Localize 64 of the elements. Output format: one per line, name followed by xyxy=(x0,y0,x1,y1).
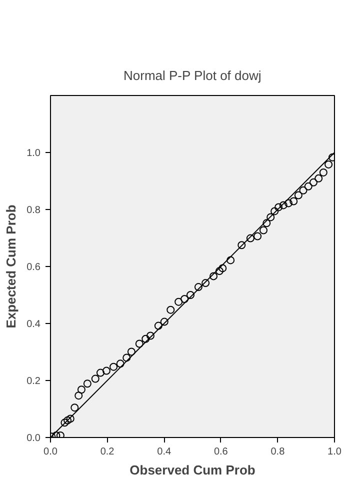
x-tick-label: 0.2 xyxy=(100,446,115,458)
point xyxy=(194,283,202,292)
point xyxy=(52,432,60,438)
point xyxy=(135,340,144,348)
point xyxy=(174,298,183,306)
point xyxy=(116,360,124,368)
point xyxy=(96,368,104,377)
point xyxy=(127,348,136,356)
x-tick-label: 0.6 xyxy=(214,446,228,458)
point xyxy=(284,199,292,208)
point xyxy=(110,362,118,371)
point xyxy=(83,380,92,388)
y-axis-title: Expected Cum Prob xyxy=(4,204,19,328)
y-tick-label: 0.6 xyxy=(26,262,41,273)
point xyxy=(154,322,162,330)
point xyxy=(304,182,312,190)
point xyxy=(218,264,227,272)
point xyxy=(226,256,235,264)
x-tick-label: 0.0 xyxy=(44,446,58,458)
point xyxy=(74,392,83,400)
point xyxy=(290,197,298,206)
x-tick-label: 0.8 xyxy=(270,446,286,458)
point xyxy=(160,318,168,326)
y-tick-label: 1.0 xyxy=(26,148,41,159)
chart-title: Normal P-P Plot of dowj xyxy=(124,68,262,83)
point xyxy=(60,418,69,427)
point xyxy=(215,267,224,276)
point xyxy=(64,416,72,424)
point xyxy=(319,168,328,176)
x-tick-label: 1.0 xyxy=(328,446,342,458)
y-tick-label: 0.2 xyxy=(26,376,41,387)
point xyxy=(260,226,268,234)
point xyxy=(238,241,246,250)
point xyxy=(309,178,318,186)
x-tick-label: 0.4 xyxy=(157,446,172,458)
point xyxy=(294,191,302,200)
y-tick-label: 0.8 xyxy=(26,205,41,216)
point xyxy=(91,374,100,383)
point xyxy=(324,160,333,168)
point xyxy=(180,294,189,303)
point xyxy=(262,219,271,228)
point xyxy=(146,332,154,340)
point xyxy=(77,386,86,394)
point xyxy=(186,291,195,299)
point xyxy=(210,272,218,280)
point xyxy=(279,201,288,210)
point xyxy=(56,432,64,438)
point xyxy=(166,306,175,314)
y-tick-label: 0.0 xyxy=(26,433,41,444)
point xyxy=(142,334,150,343)
point xyxy=(299,186,308,194)
point xyxy=(70,404,79,412)
point xyxy=(102,366,110,375)
point xyxy=(266,213,275,222)
point xyxy=(274,203,283,212)
point xyxy=(246,234,254,242)
point xyxy=(254,232,262,240)
point xyxy=(270,207,279,216)
y-tick-label: 0.4 xyxy=(26,319,41,330)
point xyxy=(314,174,323,182)
point xyxy=(202,279,210,288)
point xyxy=(122,354,131,362)
point xyxy=(66,414,74,423)
x-axis-title: Observed Cum Prob xyxy=(130,462,256,478)
